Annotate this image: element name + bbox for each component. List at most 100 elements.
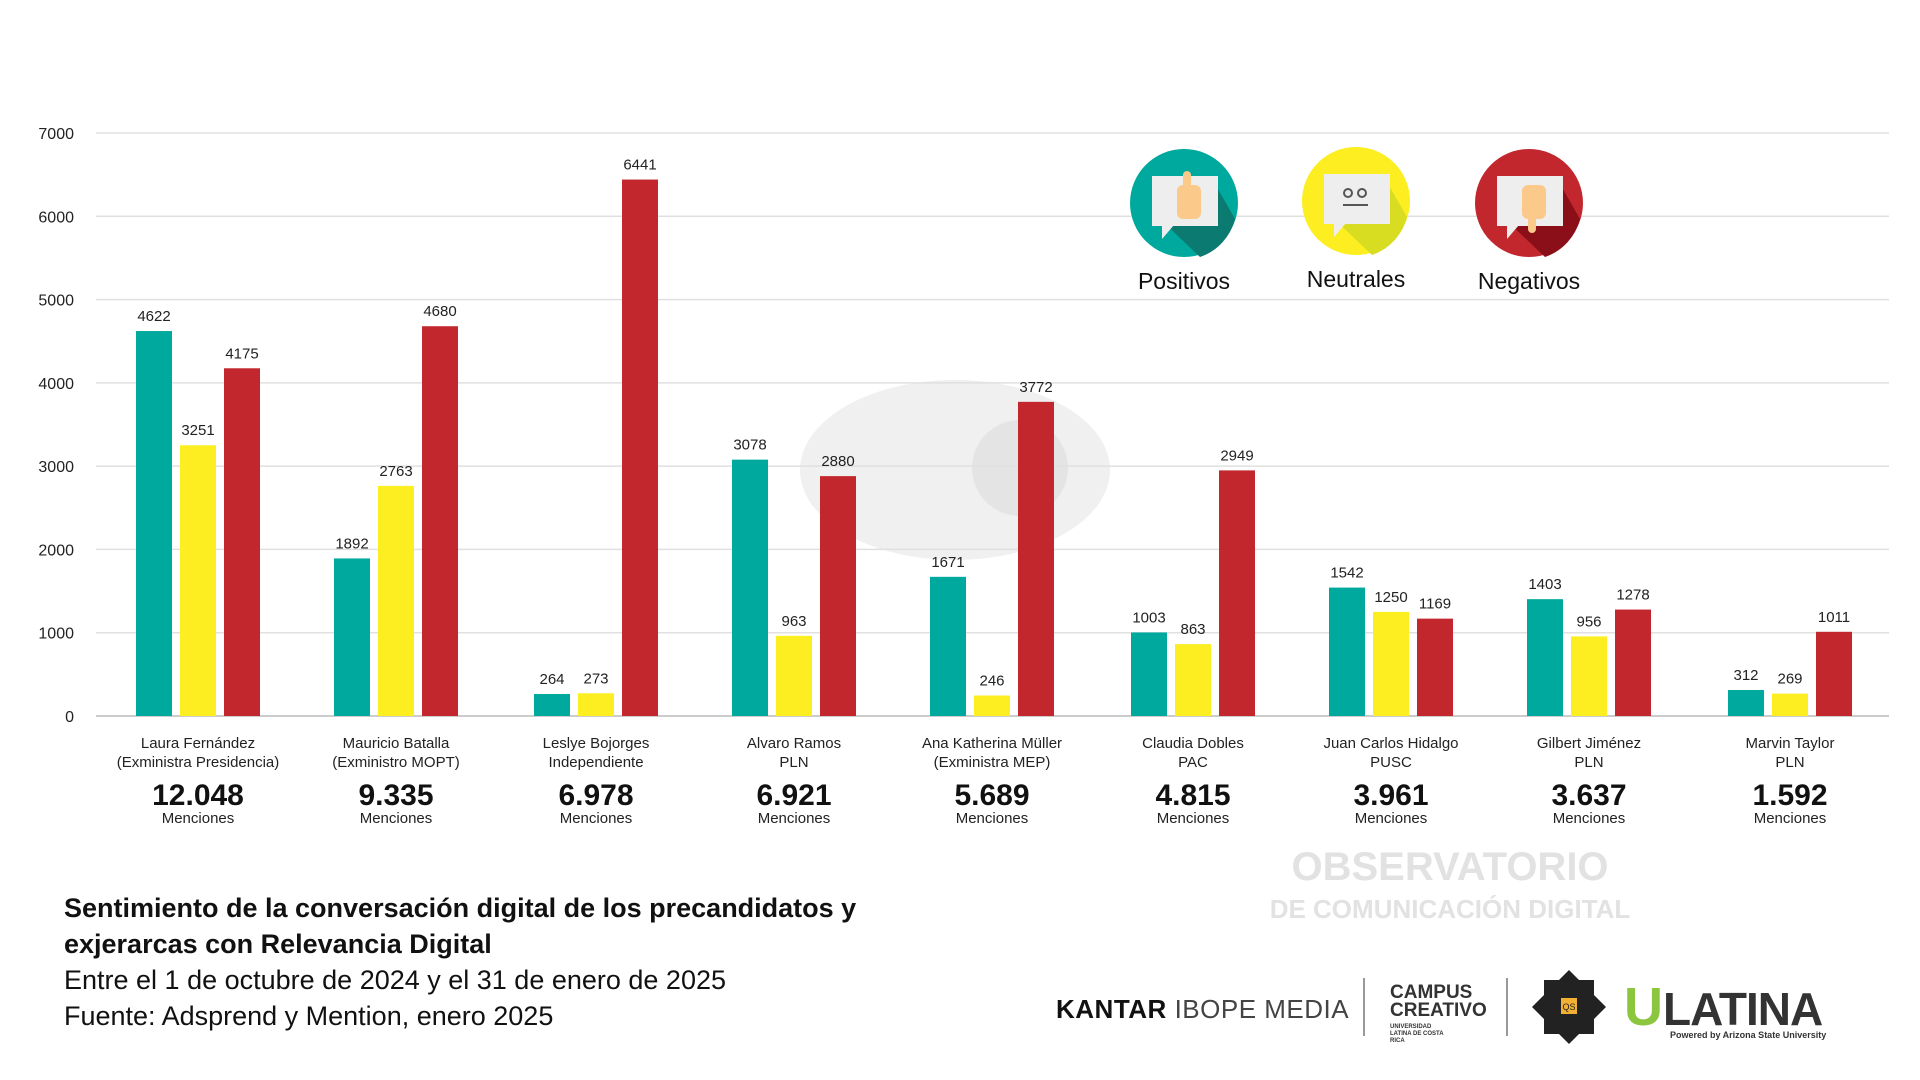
mentions-unit: Menciones [560,810,633,827]
data-label: 264 [539,671,564,688]
data-label: 1278 [1616,587,1649,604]
mentions-unit: Menciones [1355,810,1428,827]
source: Fuente: Adsprend y Mention, enero 2025 [64,1001,554,1031]
bar-positivos [1728,690,1764,716]
y-tick-label: 7000 [38,126,74,143]
data-label: 246 [979,673,1004,690]
category-subtitle: PLN [1574,754,1603,771]
bar-positivos [334,558,370,716]
thumbs-down-icon [1475,149,1583,257]
data-label: 4622 [137,308,170,325]
data-label: 1169 [1419,596,1451,613]
data-label: 269 [1777,671,1802,688]
y-tick-label: 3000 [38,459,74,476]
watermark-line2: DE COMUNICACIÓN DIGITAL [1270,894,1631,924]
category-name: Alvaro Ramos [747,735,841,752]
mentions-unit: Menciones [1553,810,1626,827]
category-name: Mauricio Batalla [343,735,450,752]
watermark-line1: OBSERVATORIO [1291,845,1608,889]
campus-sub: UNIVERSIDAD LATINA DE COSTA RICA [1390,1024,1444,1044]
bar-positivos [930,576,966,716]
chart-caption: Sentimiento de la conversación digital d… [64,890,934,1034]
logo-divider [1363,978,1365,1036]
logo-divider [1506,978,1508,1036]
category-name: Marvin Taylor [1746,735,1835,752]
data-label: 273 [583,670,608,687]
y-tick-label: 6000 [38,209,74,226]
mentions-unit: Menciones [956,810,1029,827]
total-mentions: 3.637 [1551,779,1626,812]
bar-positivos [1329,587,1365,716]
date-range: Entre el 1 de octubre de 2024 y el 31 de… [64,965,727,995]
bar-neutrales [974,695,1010,716]
data-label: 956 [1576,613,1601,630]
data-label: 6441 [623,157,656,174]
bar-neutrales [1175,644,1211,716]
category-subtitle: PUSC [1370,754,1412,771]
data-label: 2880 [821,453,854,470]
y-tick-label: 5000 [38,293,74,310]
bar-positivos [1527,599,1563,716]
bar-positivos [136,331,172,716]
legend-label: Negativos [1477,268,1581,294]
neutral-face-icon [1302,147,1410,255]
category-subtitle: Independiente [548,754,643,771]
bar-neutrales [1772,693,1808,716]
category-name: Ana Katherina Müller [922,735,1062,752]
kantar-ibope-logo: KANTAR IBOPE MEDIA [1056,994,1349,1025]
category-subtitle: PLN [779,754,808,771]
total-mentions: 4.815 [1155,779,1230,812]
legend-label: Neutrales [1306,266,1406,292]
campus-text: CAMPUS [1390,982,1473,1003]
bar-positivos [534,694,570,716]
total-mentions: 9.335 [358,779,433,812]
legend-positivos: Positivos [1104,149,1264,295]
ulatina-text: LATINA [1663,983,1823,1035]
data-label: 863 [1180,621,1205,638]
total-mentions: 6.921 [756,779,831,812]
bar-neutrales [1373,611,1409,716]
category-name: Laura Fernández [141,735,255,752]
legend-neutrales: Neutrales [1276,147,1436,293]
category-subtitle: (Exministro MOPT) [332,754,460,771]
mentions-unit: Menciones [162,810,235,827]
creativo-text: CREATIVO [1390,1000,1487,1021]
ibope-text: IBOPE MEDIA [1174,994,1350,1024]
data-label: 1011 [1818,609,1850,626]
bar-negativos [1816,631,1852,716]
data-label: 312 [1733,667,1758,684]
category-subtitle: (Exministra MEP) [934,754,1051,771]
bar-neutrales [578,693,614,716]
bar-neutrales [180,445,216,716]
category-subtitle: PLN [1775,754,1804,771]
bar-negativos [1417,618,1453,716]
mentions-unit: Menciones [1754,810,1827,827]
data-label: 1542 [1330,565,1363,582]
bar-neutrales [1571,636,1607,716]
category-name: Leslye Bojorges [543,735,650,752]
kantar-text: KANTAR [1056,994,1167,1024]
data-label: 4175 [225,345,258,362]
ulatina-sub: Powered by Arizona State University [1670,1030,1827,1040]
category-subtitle: (Exministra Presidencia) [117,754,280,771]
bar-negativos [622,179,658,717]
y-tick-label: 1000 [38,626,74,643]
data-label: 1403 [1528,576,1561,593]
bar-negativos [820,476,856,716]
bar-negativos [224,368,260,716]
total-mentions: 12.048 [152,779,244,812]
mentions-unit: Menciones [1157,810,1230,827]
bar-negativos [1219,470,1255,716]
mentions-unit: Menciones [360,810,433,827]
ulatina-u: U [1624,977,1663,1037]
chart-title: Sentimiento de la conversación digital d… [64,893,857,959]
badge-text: QS [1562,1002,1575,1012]
bar-neutrales [378,485,414,716]
total-mentions: 6.978 [558,779,633,812]
data-label: 1671 [931,554,964,571]
data-label: 963 [781,613,806,630]
total-mentions: 1.592 [1752,779,1827,812]
total-mentions: 5.689 [954,779,1029,812]
y-tick-label: 2000 [38,542,74,559]
data-label: 3078 [733,437,766,454]
